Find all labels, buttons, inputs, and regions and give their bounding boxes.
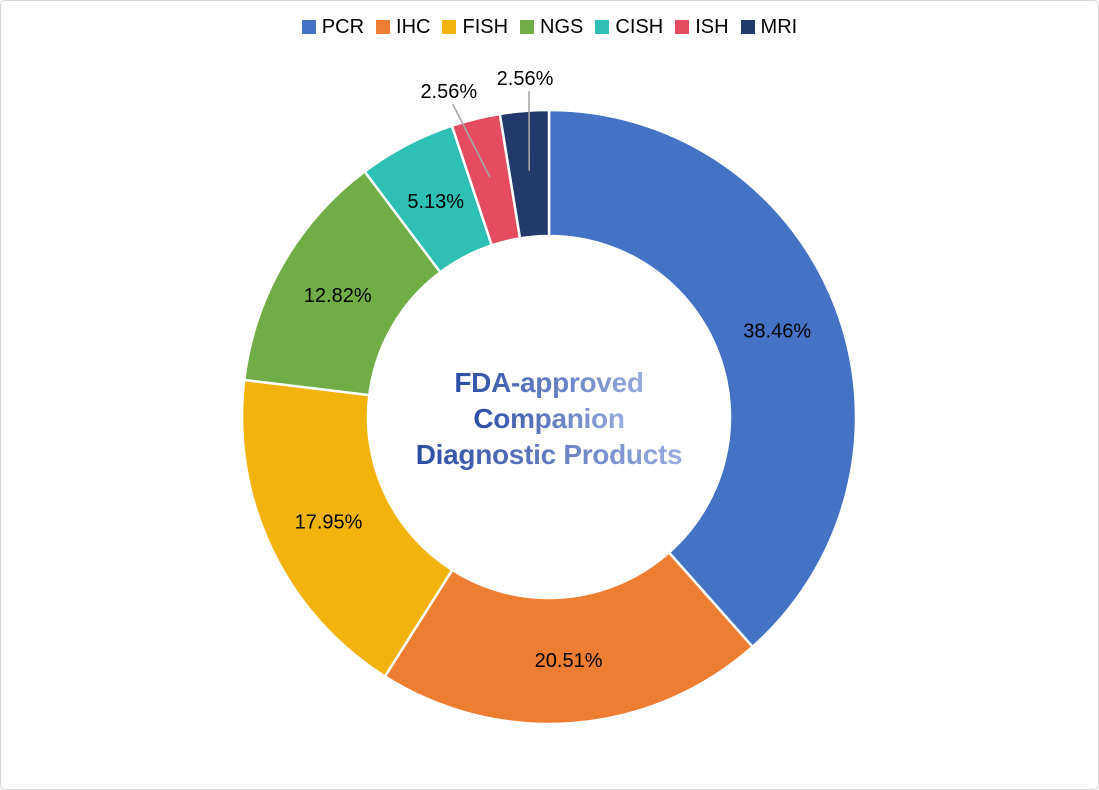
legend-item-NGS: NGS: [520, 17, 583, 37]
slice-MRI: [498, 108, 551, 240]
leader-line-ISH: [452, 103, 491, 178]
slice-label-PCR: 38.46%: [743, 321, 811, 343]
slice-label-MRI: 2.56%: [497, 68, 554, 90]
legend-item-PCR: PCR: [301, 16, 365, 38]
legend-marker-NGS: [520, 20, 535, 34]
legend-label-MRI: MRI: [760, 16, 798, 38]
slice-FISH: [240, 378, 454, 679]
legend-marker-CISH: [595, 20, 610, 34]
slice-label-IHC: 20.51%: [535, 650, 603, 672]
legend-marker-FISH: [442, 20, 457, 34]
slice-label-ISH: 2.56%: [420, 81, 477, 103]
legend-item-IHC: IHC: [376, 17, 430, 37]
legend-label-CISH: CISH: [615, 16, 664, 38]
slice-PCR: [547, 108, 858, 649]
legend-marker-PCR: [301, 20, 316, 34]
legend-label-NGS: NGS: [540, 16, 584, 38]
legend-marker-IHC: [376, 20, 391, 34]
slice-label-FISH: 17.95%: [295, 512, 363, 534]
legend-item-FISH: FISH: [442, 17, 508, 37]
legend-marker-ISH: [675, 20, 690, 34]
slice-label-NGS: 12.82%: [304, 285, 372, 307]
legend-item-MRI: MRI: [740, 16, 798, 38]
slice-label-CISH: 5.13%: [407, 191, 464, 213]
chart-legend: PCR IHC FISH NGS CISH ISH MRI: [1, 17, 1098, 37]
legend-label-FISH: FISH: [462, 16, 509, 38]
legend-marker-MRI: [740, 20, 755, 34]
legend-label-ISH: ISH: [695, 16, 729, 38]
legend-label-PCR: PCR: [321, 16, 365, 38]
slice-IHC: [383, 550, 755, 726]
legend-label-IHC: IHC: [396, 16, 431, 38]
legend-item-CISH: CISH: [595, 17, 663, 37]
legend-item-ISH: ISH: [675, 16, 729, 38]
